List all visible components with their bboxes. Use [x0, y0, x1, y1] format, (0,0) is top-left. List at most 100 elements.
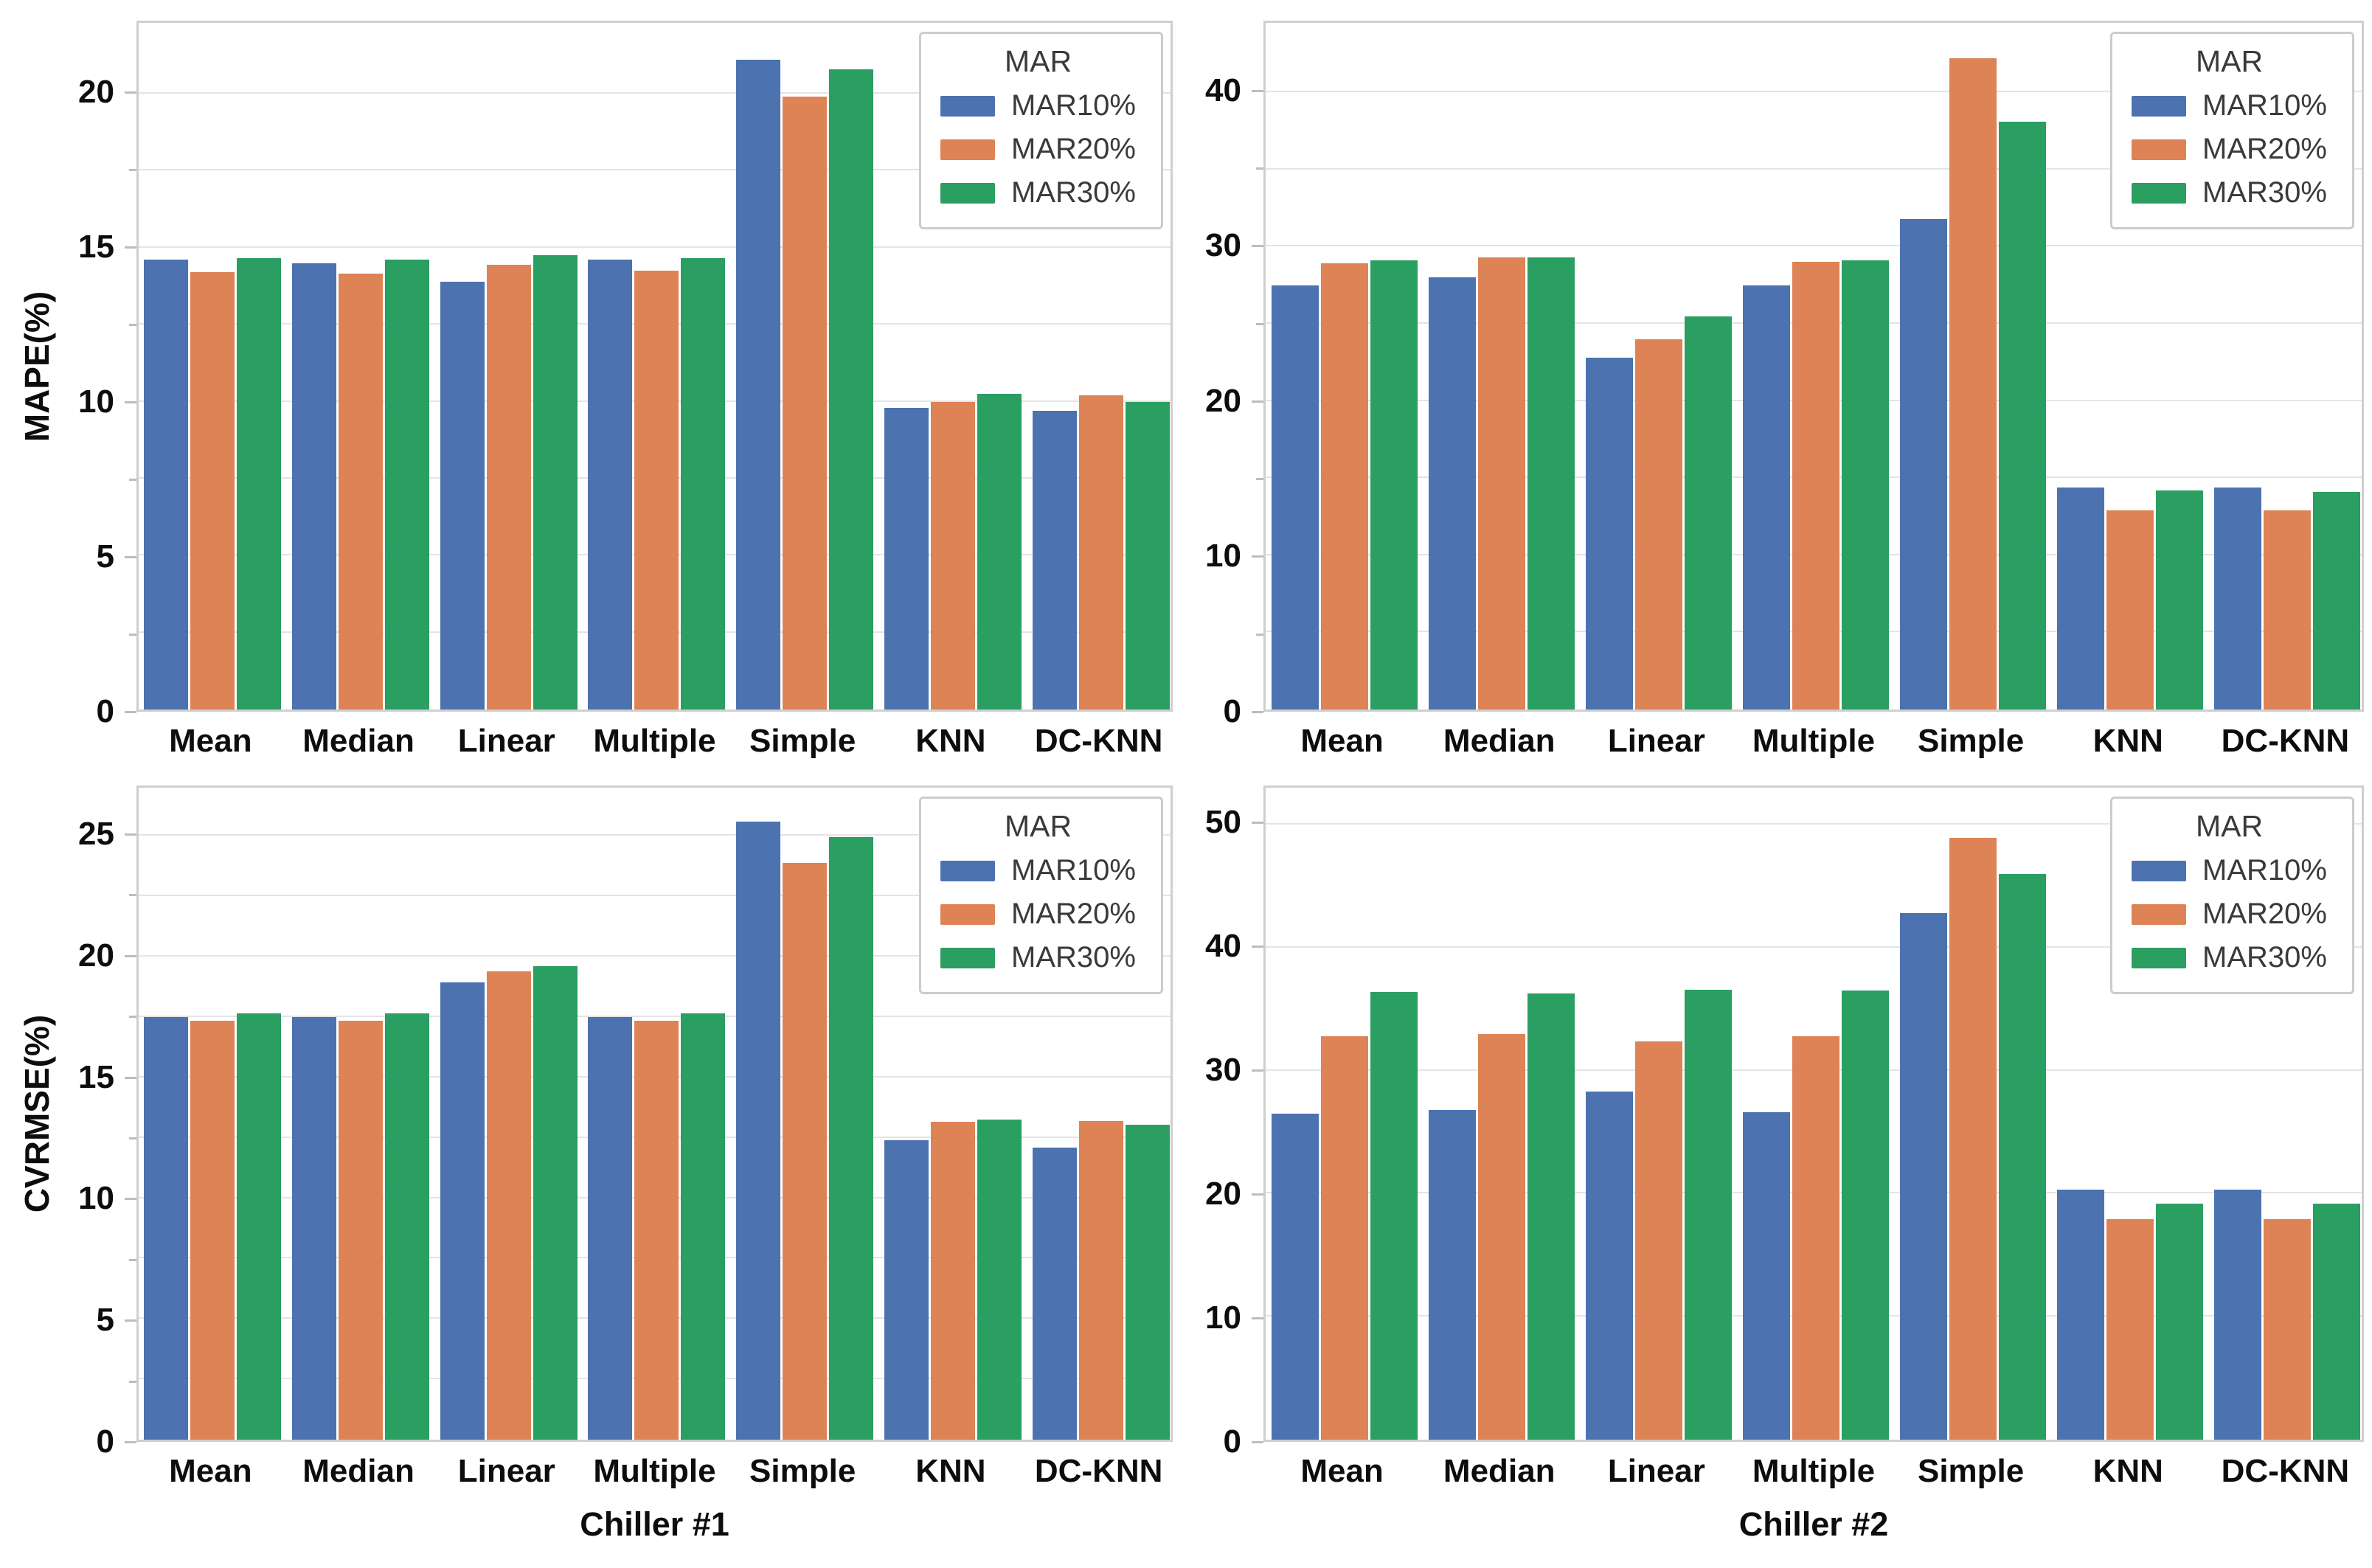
bar-group-KNN: [879, 788, 1027, 1440]
bar-MAR30%-Mean: [237, 258, 282, 710]
bar-MAR20%-Median: [339, 274, 384, 710]
plot-area-cvrmse-chiller2: MAR MAR10% MAR20% MAR30%: [1263, 785, 2364, 1442]
bar-group-Median: [1423, 788, 1580, 1440]
xcat-label-Median: Median: [302, 1453, 415, 1489]
bar-group-DC-KNN: [1027, 23, 1175, 710]
xcat-label-Mean: Mean: [1300, 1453, 1384, 1489]
bar-group-DC-KNN: [2209, 23, 2366, 710]
legend-row-MAR30%: MAR30%: [940, 941, 1136, 974]
bar-MAR10%-Multiple: [1742, 285, 1790, 710]
legend-row-MAR20%: MAR20%: [940, 133, 1136, 166]
ytick-mark-5: [125, 555, 136, 558]
bar-MAR20%-KNN: [930, 1122, 975, 1440]
bar-MAR20%-Simple: [783, 862, 828, 1440]
xcat-label-Median: Median: [1443, 723, 1556, 759]
ytick-mark-0: [1252, 1441, 1263, 1443]
legend-swatch-MAR20%: [2132, 903, 2187, 925]
xcat-label-Multiple: Multiple: [1752, 1453, 1876, 1489]
legend-label-MAR30%: MAR30%: [2202, 176, 2327, 209]
ytick-mark-15: [125, 246, 136, 249]
gridline-y15: [139, 246, 1171, 248]
legend-row-MAR30%: MAR30%: [2132, 176, 2327, 209]
bar-group-Simple: [1895, 788, 2052, 1440]
bar-MAR20%-Multiple: [1792, 262, 1839, 710]
bar-MAR10%-DC-KNN: [2214, 1190, 2262, 1440]
bar-MAR30%-DC-KNN: [2313, 1203, 2361, 1440]
ytick-minor-mark-17.5: [129, 1016, 136, 1019]
legend-box: MAR MAR10% MAR20% MAR30%: [2110, 797, 2354, 994]
bar-group-Linear: [1580, 788, 1737, 1440]
bar-group-Mean: [1266, 23, 1423, 710]
bar-group-Multiple: [1737, 788, 1894, 1440]
plot-area-mape-chiller2: MAR MAR10% MAR20% MAR30%: [1263, 21, 2364, 712]
ytick-label-40: 40: [1205, 72, 1241, 108]
ytick-label-20: 20: [1205, 382, 1241, 419]
gridline-y50: [1266, 823, 2362, 825]
ytick-mark-5: [125, 1319, 136, 1322]
legend-label-MAR30%: MAR30%: [1011, 941, 1136, 974]
bar-MAR20%-Median: [1477, 1033, 1525, 1440]
bar-MAR30%-DC-KNN: [1125, 1124, 1170, 1440]
ytick-label-5: 5: [96, 538, 114, 575]
legend-swatch-MAR30%: [2132, 947, 2187, 968]
ytick-mark-30: [1252, 245, 1263, 248]
bar-MAR30%-Simple: [829, 69, 874, 710]
bar-group-Median: [287, 788, 435, 1440]
bar-group-DC-KNN: [1027, 788, 1175, 1440]
ytick-minor-mark-2.5: [129, 1380, 136, 1383]
xcat-label-Simple: Simple: [749, 723, 856, 759]
legend-row-MAR30%: MAR30%: [940, 176, 1136, 209]
bar-MAR30%-Linear: [533, 966, 578, 1440]
bar-MAR10%-Linear: [1585, 358, 1633, 710]
bar-MAR30%-Simple: [829, 837, 874, 1440]
legend-swatch-MAR10%: [940, 95, 996, 117]
ytick-mark-10: [1252, 1317, 1263, 1320]
legend-title: MAR: [1004, 809, 1072, 843]
bar-MAR10%-KNN: [884, 407, 929, 710]
bar-MAR10%-Multiple: [1742, 1112, 1790, 1440]
legend-label-MAR10%: MAR10%: [2202, 854, 2327, 887]
bar-MAR20%-KNN: [2106, 1219, 2154, 1440]
bar-MAR20%-DC-KNN: [1078, 395, 1123, 710]
legend-row-MAR10%: MAR10%: [940, 89, 1136, 122]
legend-swatch-MAR30%: [2132, 182, 2187, 204]
gridline-y40: [1266, 91, 2362, 93]
bar-group-DC-KNN: [2209, 788, 2366, 1440]
xcat-label-Simple: Simple: [749, 1453, 856, 1489]
legend-label-MAR20%: MAR20%: [2202, 133, 2327, 165]
ytick-minor-mark-35: [1256, 167, 1263, 170]
bar-MAR20%-Multiple: [634, 1020, 679, 1440]
bar-MAR10%-Multiple: [588, 1017, 633, 1440]
bar-MAR10%-Linear: [440, 281, 485, 710]
bar-MAR30%-Linear: [533, 255, 578, 710]
chart-mape-chiller1: MAR MAR10% MAR20% MAR30% 0 5 10 15 20 Mean Median…: [0, 0, 1186, 777]
ytick-label-10: 10: [78, 1180, 114, 1217]
legend-label-MAR30%: MAR30%: [1011, 176, 1136, 209]
ytick-mark-0: [125, 711, 136, 713]
ytick-label-25: 25: [78, 815, 114, 852]
bar-group-KNN: [2052, 23, 2209, 710]
bar-group-Mean: [139, 23, 287, 710]
bar-group-Mean: [1266, 788, 1423, 1440]
ytick-minor-mark-12.5: [129, 323, 136, 326]
bar-group-Multiple: [583, 23, 731, 710]
ytick-label-0: 0: [96, 693, 114, 729]
bar-group-Simple: [731, 788, 879, 1440]
bar-MAR30%-DC-KNN: [2313, 492, 2361, 710]
legend-swatch-MAR10%: [2132, 95, 2187, 117]
xcat-label-Mean: Mean: [169, 723, 252, 759]
xcat-label-DC-KNN: DC-KNN: [2221, 1453, 2350, 1489]
y-axis-title: MAPE(%): [18, 291, 56, 442]
ytick-minor-mark-22.5: [129, 894, 136, 897]
xcat-label-DC-KNN: DC-KNN: [2221, 723, 2350, 759]
ytick-mark-50: [1252, 822, 1263, 825]
xcat-label-Linear: Linear: [457, 723, 555, 759]
ytick-mark-40: [1252, 89, 1263, 92]
bar-MAR10%-Linear: [440, 982, 485, 1440]
bar-group-KNN: [879, 23, 1027, 710]
bar-MAR30%-Multiple: [1841, 991, 1889, 1440]
gridline-y30: [1266, 245, 2362, 247]
bar-MAR30%-Mean: [1370, 260, 1418, 710]
bar-MAR30%-Mean: [237, 1013, 282, 1440]
